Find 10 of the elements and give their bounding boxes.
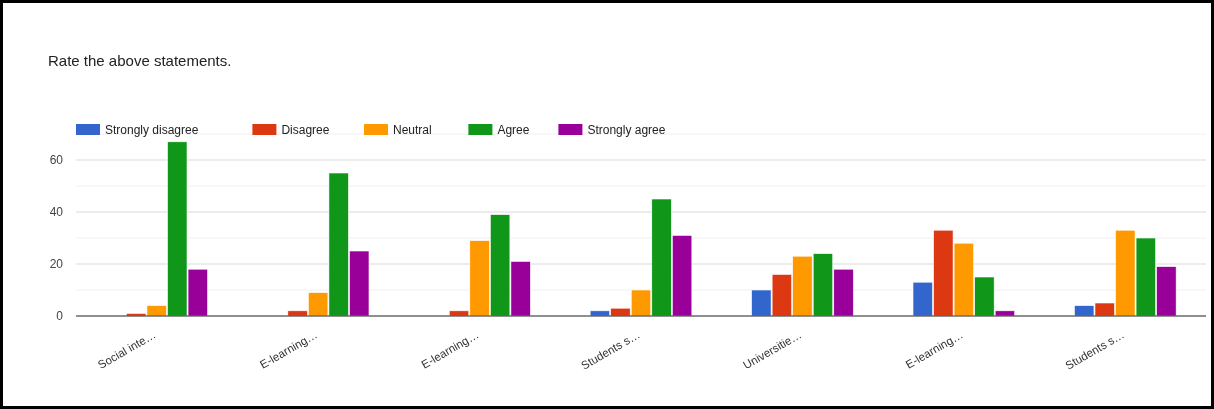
chart-title: Rate the above statements. xyxy=(48,52,232,69)
y-tick-label: 20 xyxy=(49,257,64,272)
legend-label: Strongly agree xyxy=(587,123,666,138)
y-tick-label: 40 xyxy=(49,205,64,220)
legend-label: Disagree xyxy=(281,123,330,138)
legend-label: Strongly disagree xyxy=(105,123,199,138)
legend-label: Agree xyxy=(497,123,530,138)
y-tick-label: 60 xyxy=(49,153,64,168)
legend-label: Neutral xyxy=(393,123,432,138)
y-tick-label: 0 xyxy=(56,309,64,324)
